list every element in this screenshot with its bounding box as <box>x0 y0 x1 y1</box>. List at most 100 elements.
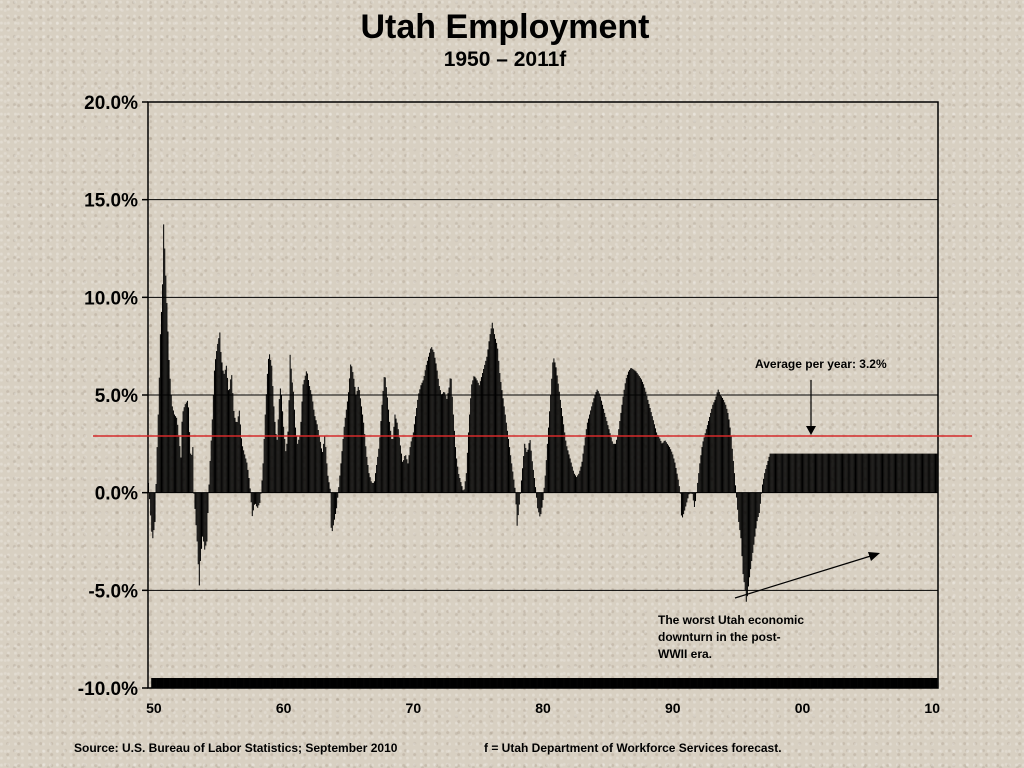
data-bar <box>599 396 601 493</box>
data-bar <box>754 492 756 537</box>
data-bar <box>250 492 252 503</box>
data-bar <box>830 453 832 493</box>
data-bar <box>583 445 585 493</box>
data-bar <box>715 396 717 493</box>
data-bar <box>888 453 890 493</box>
data-bar <box>290 368 292 493</box>
data-bar <box>451 396 453 493</box>
data-bar <box>603 408 605 493</box>
data-bar <box>758 492 760 514</box>
data-bar <box>168 360 170 493</box>
data-bar <box>651 416 653 493</box>
data-bar <box>235 421 237 493</box>
data-bar <box>634 370 636 493</box>
data-bar <box>706 425 708 493</box>
data-bar <box>782 453 784 493</box>
data-bar <box>613 443 615 493</box>
data-bar <box>792 453 794 493</box>
data-bar <box>411 437 413 493</box>
data-bar <box>757 492 759 518</box>
data-bar <box>375 473 377 493</box>
data-bar <box>393 426 395 493</box>
data-bar <box>751 492 753 562</box>
data-bar <box>269 354 271 493</box>
data-bar <box>259 492 261 503</box>
data-bar <box>783 453 785 493</box>
data-bar <box>366 456 368 493</box>
data-bar <box>853 453 855 493</box>
data-bar <box>638 376 640 493</box>
data-bar <box>832 453 834 493</box>
data-bar <box>702 441 704 493</box>
data-bar <box>337 492 339 498</box>
data-bar <box>289 354 291 493</box>
data-bar <box>550 395 552 493</box>
data-bar <box>673 458 675 493</box>
data-bar <box>827 453 829 493</box>
data-bar <box>899 453 901 493</box>
data-bar <box>644 387 646 493</box>
data-bar <box>589 414 591 493</box>
data-bar <box>647 399 649 493</box>
data-bar <box>326 463 328 493</box>
data-bar <box>756 492 758 522</box>
data-bar <box>697 482 699 493</box>
data-bar <box>714 399 716 493</box>
data-bar <box>479 381 481 493</box>
data-bar <box>180 457 182 493</box>
data-bar <box>277 419 279 493</box>
data-bar <box>760 492 762 494</box>
data-bar <box>474 376 476 493</box>
data-bar <box>699 463 701 493</box>
data-bar <box>197 492 199 565</box>
data-bar <box>515 492 517 505</box>
data-bar <box>637 374 639 493</box>
data-bar <box>218 338 220 493</box>
source-note: Source: U.S. Bureau of Labor Statistics;… <box>74 741 398 755</box>
data-bar <box>873 453 875 493</box>
data-bar <box>804 453 806 493</box>
average-arrow-head <box>806 426 816 435</box>
data-bar <box>192 447 194 493</box>
data-bar <box>397 429 399 493</box>
data-bar <box>595 392 597 493</box>
data-bar <box>423 375 425 493</box>
data-bar <box>709 416 711 493</box>
data-bar <box>453 430 455 493</box>
downturn-arrow-head <box>868 552 880 561</box>
data-bar <box>178 435 180 493</box>
data-bar <box>553 358 555 493</box>
data-bar <box>351 366 353 493</box>
data-bar <box>776 453 778 493</box>
data-bar <box>356 390 358 493</box>
data-bar <box>909 453 911 493</box>
data-bar <box>485 360 487 493</box>
data-bar <box>256 492 258 507</box>
data-bar <box>643 384 645 493</box>
data-bar <box>684 492 686 511</box>
data-bar <box>212 395 214 493</box>
data-bar <box>657 435 659 493</box>
data-bar <box>814 453 817 493</box>
data-bar <box>734 485 737 493</box>
data-bar <box>363 422 365 493</box>
data-bar <box>243 450 245 493</box>
data-bar <box>512 471 514 493</box>
data-bar <box>216 351 218 493</box>
data-bar <box>743 492 745 583</box>
data-bar <box>926 453 928 493</box>
data-bar <box>469 414 471 493</box>
data-bar <box>607 425 609 493</box>
data-bar <box>902 453 904 493</box>
data-bar <box>631 368 633 493</box>
data-bar <box>555 367 557 493</box>
data-bar <box>567 450 569 493</box>
data-bar <box>586 422 588 493</box>
data-bar <box>322 451 324 493</box>
data-bar <box>288 400 290 493</box>
data-bar <box>408 455 410 493</box>
data-bar <box>249 488 251 493</box>
data-bar <box>861 453 863 493</box>
data-bar <box>329 488 331 493</box>
data-bar <box>248 478 250 493</box>
